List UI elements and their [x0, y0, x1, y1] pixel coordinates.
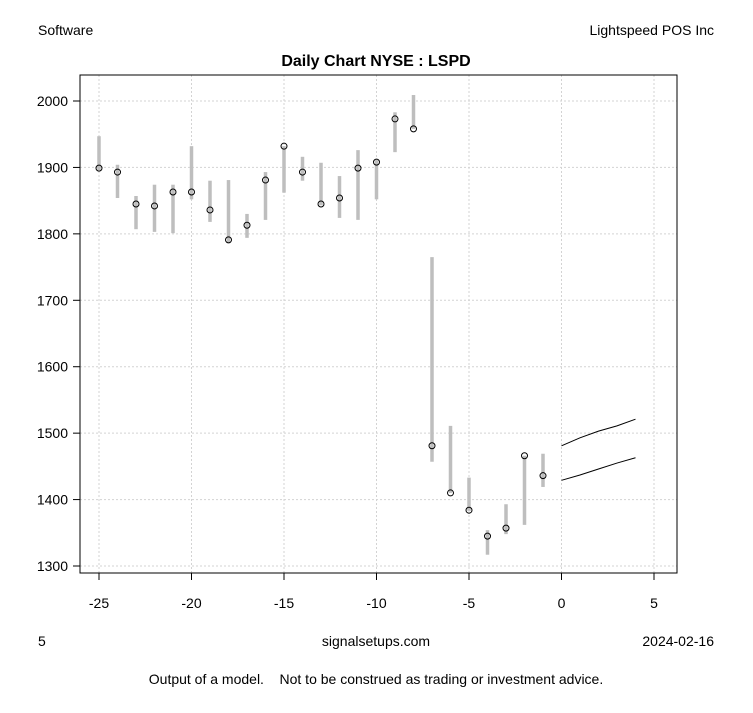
close-point [465, 506, 473, 514]
close-point [354, 164, 362, 172]
close-point [521, 452, 528, 460]
close-point [114, 168, 121, 176]
x-tick-label: -15 [274, 595, 294, 611]
y-tick-label: 1300 [37, 558, 68, 574]
chart-title: Daily Chart NYSE : LSPD [281, 53, 470, 70]
footer-left: 5 [38, 633, 46, 649]
disclaimer: Output of a model. Not to be construed a… [149, 671, 603, 687]
close-point [132, 200, 140, 208]
close-point [262, 176, 269, 184]
close-point [169, 188, 177, 196]
y-tick-label: 1400 [37, 492, 68, 508]
close-point [336, 194, 343, 202]
x-tick-label: -10 [366, 595, 386, 611]
marks [95, 95, 636, 555]
close-point [188, 188, 195, 196]
y-tick-label: 1700 [37, 292, 68, 308]
close-point [317, 200, 325, 208]
x-tick-label: 0 [558, 595, 566, 611]
plot-frame [79, 74, 678, 574]
close-point [206, 206, 214, 214]
footer-date: 2024-02-16 [642, 633, 714, 649]
grid [80, 75, 677, 573]
close-point [373, 158, 380, 166]
close-point [225, 236, 232, 244]
close-point [299, 168, 306, 176]
close-point [151, 202, 158, 210]
forecast-line-lower [561, 457, 636, 481]
close-point [391, 115, 399, 123]
y-tick-label: 1600 [37, 359, 68, 375]
axes: -25 -20 -15 -10 -5 0 5 1300 1400 1500 1600 1700 1800… [37, 93, 658, 611]
sector-label: Software [38, 22, 93, 38]
close-point [280, 142, 288, 150]
forecast-line-upper [561, 418, 636, 447]
y-tick-label: 1900 [37, 159, 68, 175]
close-point [539, 472, 547, 480]
y-tick-label: 1800 [37, 226, 68, 242]
y-tick-label: 1500 [37, 425, 68, 441]
close-point [428, 442, 436, 450]
x-tick-label: 5 [650, 595, 658, 611]
company-label: Lightspeed POS Inc [589, 22, 714, 38]
footer-site: signalsetups.com [322, 633, 430, 649]
y-tick-label: 2000 [37, 93, 68, 109]
x-tick-label: -25 [89, 595, 109, 611]
close-point [243, 221, 251, 229]
close-point [410, 125, 417, 133]
close-point [484, 532, 491, 540]
close-point [95, 164, 103, 172]
x-tick-label: -20 [181, 595, 201, 611]
x-tick-label: -5 [463, 595, 476, 611]
close-point [447, 489, 454, 497]
close-point [502, 524, 510, 532]
